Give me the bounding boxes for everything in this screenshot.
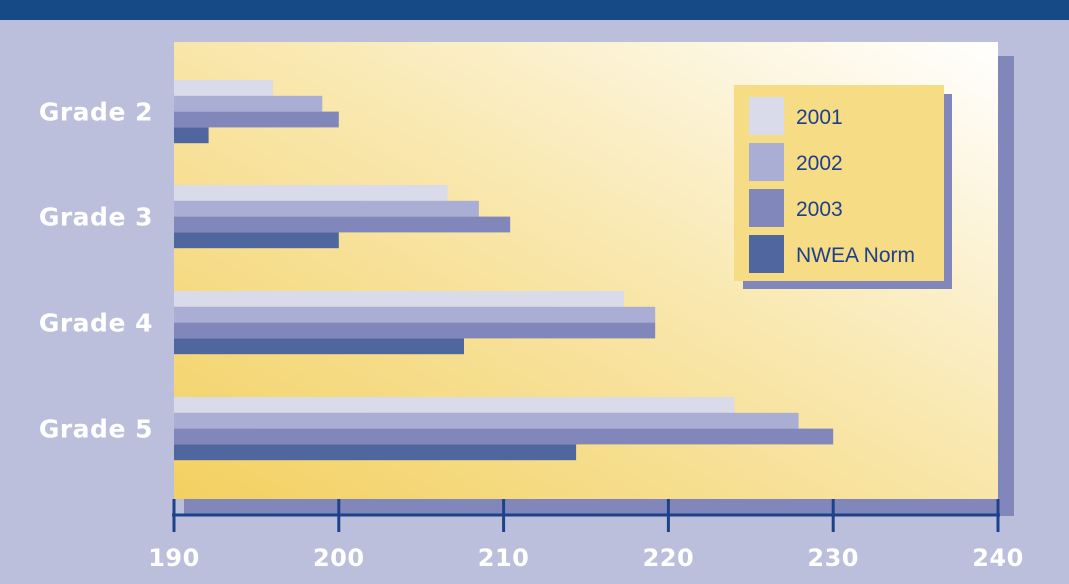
bar-grade-4-2002 (174, 306, 656, 323)
bar-grade-2-2003 (174, 111, 339, 128)
bar-grade-4-nwea-norm (174, 338, 464, 355)
category-label: Grade 4 (39, 309, 153, 338)
bar-grade-5-nwea-norm (174, 444, 577, 461)
bar-grade-2-2002 (174, 95, 323, 112)
x-tick-label: 210 (478, 544, 530, 572)
category-label: Grade 3 (39, 203, 153, 232)
legend-label: 2003 (796, 198, 843, 221)
x-tick-label: 200 (313, 544, 365, 572)
legend-label: NWEA Norm (796, 244, 915, 267)
legend-swatch (749, 235, 784, 273)
x-tick-label: 220 (643, 544, 695, 572)
bar-grade-3-nwea-norm (174, 232, 339, 249)
bar-grade-4-2001 (174, 291, 624, 307)
x-tick-label: 230 (807, 544, 859, 572)
legend-swatch (749, 189, 784, 227)
header-band (0, 0, 1069, 20)
bar-grade-2-2001 (174, 80, 273, 96)
x-axis: 190 200 210 220 230 240 (148, 499, 1024, 572)
bar-grade-5-2002 (174, 412, 799, 429)
bar-grade-3-2001 (174, 185, 448, 201)
legend-label: 2002 (796, 152, 843, 175)
bar-grade-3-2002 (174, 200, 479, 217)
category-label: Grade 5 (39, 415, 153, 444)
x-tick-label: 190 (148, 544, 200, 572)
legend-label: 2001 (796, 106, 843, 129)
bar-grade-5-2001 (174, 397, 735, 413)
x-tick-label: 240 (972, 544, 1024, 572)
bar-grade-5-2003 (174, 428, 834, 445)
category-labels: Grade 2 Grade 3 Grade 4 Grade 5 (39, 98, 153, 444)
bar-grade-2-nwea-norm (174, 127, 209, 144)
legend: 2001 2002 2003 NWEA Norm (734, 85, 952, 289)
bar-grade-4-2003 (174, 322, 656, 339)
legend-swatch (749, 143, 784, 181)
legend-swatch (749, 97, 784, 135)
bars (174, 80, 834, 461)
bar-grade-3-2003 (174, 216, 511, 233)
category-label: Grade 2 (39, 98, 153, 127)
